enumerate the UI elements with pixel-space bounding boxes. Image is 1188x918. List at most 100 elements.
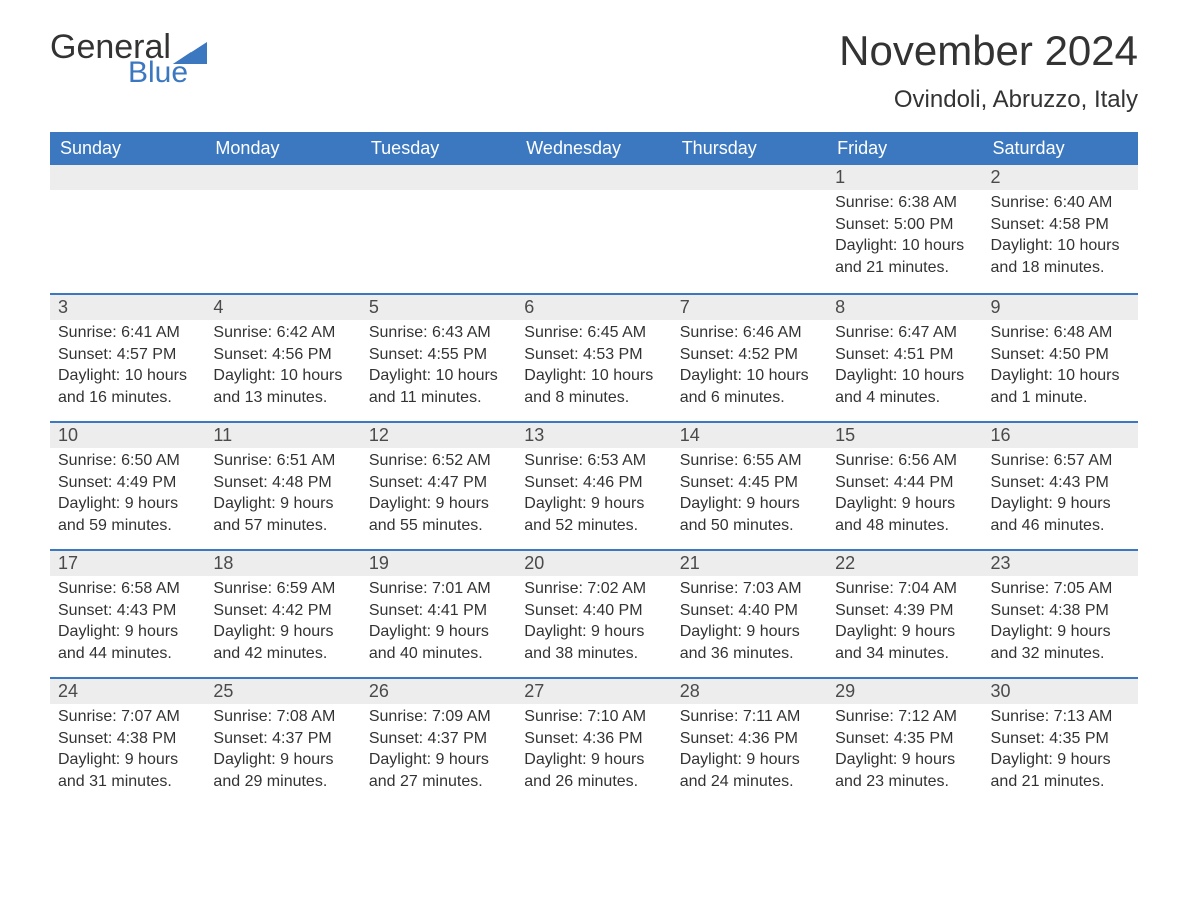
sunrise-line: Sunrise: 6:56 AM <box>835 450 974 472</box>
sunrise-line: Sunrise: 6:47 AM <box>835 322 974 344</box>
empty-day-bar <box>361 165 516 190</box>
calendar-empty-cell <box>516 165 671 293</box>
daylight-line: Daylight: 9 hours and 26 minutes. <box>524 749 663 792</box>
day-number: 27 <box>516 677 671 704</box>
day-number: 11 <box>205 421 360 448</box>
calendar-empty-cell <box>672 165 827 293</box>
sunset-line: Sunset: 4:35 PM <box>991 728 1130 750</box>
day-number: 15 <box>827 421 982 448</box>
daylight-line: Daylight: 10 hours and 16 minutes. <box>58 365 197 408</box>
daylight-line: Daylight: 9 hours and 21 minutes. <box>991 749 1130 792</box>
sunset-line: Sunset: 4:45 PM <box>680 472 819 494</box>
calendar-day-cell: 11Sunrise: 6:51 AMSunset: 4:48 PMDayligh… <box>205 421 360 549</box>
daylight-line: Daylight: 10 hours and 18 minutes. <box>991 235 1130 278</box>
page-header: General Blue November 2024 Ovindoli, Abr… <box>50 30 1138 114</box>
sunrise-line: Sunrise: 7:05 AM <box>991 578 1130 600</box>
day-details: Sunrise: 7:11 AMSunset: 4:36 PMDaylight:… <box>672 704 827 798</box>
daylight-line: Daylight: 9 hours and 42 minutes. <box>213 621 352 664</box>
sunrise-line: Sunrise: 6:48 AM <box>991 322 1130 344</box>
sunset-line: Sunset: 4:36 PM <box>680 728 819 750</box>
empty-day-bar <box>205 165 360 190</box>
calendar-body: 1Sunrise: 6:38 AMSunset: 5:00 PMDaylight… <box>50 165 1138 805</box>
calendar-day-cell: 7Sunrise: 6:46 AMSunset: 4:52 PMDaylight… <box>672 293 827 421</box>
day-details: Sunrise: 7:05 AMSunset: 4:38 PMDaylight:… <box>983 576 1138 670</box>
day-number: 9 <box>983 293 1138 320</box>
calendar-empty-cell <box>361 165 516 293</box>
day-details: Sunrise: 7:10 AMSunset: 4:36 PMDaylight:… <box>516 704 671 798</box>
sunrise-line: Sunrise: 6:43 AM <box>369 322 508 344</box>
day-number: 21 <box>672 549 827 576</box>
calendar-empty-cell <box>50 165 205 293</box>
day-details: Sunrise: 6:46 AMSunset: 4:52 PMDaylight:… <box>672 320 827 414</box>
day-details: Sunrise: 7:03 AMSunset: 4:40 PMDaylight:… <box>672 576 827 670</box>
daylight-line: Daylight: 10 hours and 8 minutes. <box>524 365 663 408</box>
calendar-day-cell: 23Sunrise: 7:05 AMSunset: 4:38 PMDayligh… <box>983 549 1138 677</box>
daylight-line: Daylight: 9 hours and 55 minutes. <box>369 493 508 536</box>
calendar-day-cell: 16Sunrise: 6:57 AMSunset: 4:43 PMDayligh… <box>983 421 1138 549</box>
sunrise-line: Sunrise: 6:58 AM <box>58 578 197 600</box>
day-details: Sunrise: 6:52 AMSunset: 4:47 PMDaylight:… <box>361 448 516 542</box>
calendar-day-cell: 24Sunrise: 7:07 AMSunset: 4:38 PMDayligh… <box>50 677 205 805</box>
day-number: 1 <box>827 165 982 190</box>
sunrise-line: Sunrise: 6:51 AM <box>213 450 352 472</box>
calendar-day-cell: 4Sunrise: 6:42 AMSunset: 4:56 PMDaylight… <box>205 293 360 421</box>
sunset-line: Sunset: 4:42 PM <box>213 600 352 622</box>
calendar-week-row: 10Sunrise: 6:50 AMSunset: 4:49 PMDayligh… <box>50 421 1138 549</box>
sunset-line: Sunset: 4:53 PM <box>524 344 663 366</box>
calendar-day-cell: 29Sunrise: 7:12 AMSunset: 4:35 PMDayligh… <box>827 677 982 805</box>
day-number: 8 <box>827 293 982 320</box>
sunrise-line: Sunrise: 7:03 AM <box>680 578 819 600</box>
daylight-line: Daylight: 9 hours and 38 minutes. <box>524 621 663 664</box>
calendar-day-cell: 22Sunrise: 7:04 AMSunset: 4:39 PMDayligh… <box>827 549 982 677</box>
day-details: Sunrise: 7:02 AMSunset: 4:40 PMDaylight:… <box>516 576 671 670</box>
day-details: Sunrise: 7:13 AMSunset: 4:35 PMDaylight:… <box>983 704 1138 798</box>
day-details: Sunrise: 6:50 AMSunset: 4:49 PMDaylight:… <box>50 448 205 542</box>
logo: General Blue <box>50 30 207 88</box>
day-details: Sunrise: 7:04 AMSunset: 4:39 PMDaylight:… <box>827 576 982 670</box>
calendar-empty-cell <box>205 165 360 293</box>
sunrise-line: Sunrise: 7:13 AM <box>991 706 1130 728</box>
calendar-day-cell: 12Sunrise: 6:52 AMSunset: 4:47 PMDayligh… <box>361 421 516 549</box>
day-number: 3 <box>50 293 205 320</box>
sunset-line: Sunset: 4:43 PM <box>991 472 1130 494</box>
sunrise-line: Sunrise: 6:59 AM <box>213 578 352 600</box>
daylight-line: Daylight: 10 hours and 21 minutes. <box>835 235 974 278</box>
month-title: November 2024 <box>839 30 1138 72</box>
sunset-line: Sunset: 4:35 PM <box>835 728 974 750</box>
calendar-day-cell: 30Sunrise: 7:13 AMSunset: 4:35 PMDayligh… <box>983 677 1138 805</box>
day-details: Sunrise: 6:59 AMSunset: 4:42 PMDaylight:… <box>205 576 360 670</box>
daylight-line: Daylight: 9 hours and 36 minutes. <box>680 621 819 664</box>
sunrise-line: Sunrise: 7:12 AM <box>835 706 974 728</box>
sunset-line: Sunset: 4:43 PM <box>58 600 197 622</box>
weekday-header: Saturday <box>983 132 1138 165</box>
calendar-day-cell: 28Sunrise: 7:11 AMSunset: 4:36 PMDayligh… <box>672 677 827 805</box>
weekday-header: Sunday <box>50 132 205 165</box>
day-number: 4 <box>205 293 360 320</box>
calendar-day-cell: 20Sunrise: 7:02 AMSunset: 4:40 PMDayligh… <box>516 549 671 677</box>
daylight-line: Daylight: 9 hours and 23 minutes. <box>835 749 974 792</box>
empty-day-bar <box>672 165 827 190</box>
daylight-line: Daylight: 9 hours and 24 minutes. <box>680 749 819 792</box>
calendar-day-cell: 13Sunrise: 6:53 AMSunset: 4:46 PMDayligh… <box>516 421 671 549</box>
calendar-day-cell: 8Sunrise: 6:47 AMSunset: 4:51 PMDaylight… <box>827 293 982 421</box>
logo-word-blue: Blue <box>128 58 207 88</box>
daylight-line: Daylight: 9 hours and 48 minutes. <box>835 493 974 536</box>
day-details: Sunrise: 6:53 AMSunset: 4:46 PMDaylight:… <box>516 448 671 542</box>
day-number: 18 <box>205 549 360 576</box>
day-number: 5 <box>361 293 516 320</box>
day-number: 28 <box>672 677 827 704</box>
sunrise-line: Sunrise: 7:01 AM <box>369 578 508 600</box>
sunrise-line: Sunrise: 6:52 AM <box>369 450 508 472</box>
daylight-line: Daylight: 10 hours and 11 minutes. <box>369 365 508 408</box>
calendar-day-cell: 9Sunrise: 6:48 AMSunset: 4:50 PMDaylight… <box>983 293 1138 421</box>
sunset-line: Sunset: 4:58 PM <box>991 214 1130 236</box>
day-details: Sunrise: 6:58 AMSunset: 4:43 PMDaylight:… <box>50 576 205 670</box>
sunset-line: Sunset: 4:38 PM <box>58 728 197 750</box>
day-number: 2 <box>983 165 1138 190</box>
day-details: Sunrise: 6:45 AMSunset: 4:53 PMDaylight:… <box>516 320 671 414</box>
day-number: 26 <box>361 677 516 704</box>
calendar-day-cell: 3Sunrise: 6:41 AMSunset: 4:57 PMDaylight… <box>50 293 205 421</box>
weekday-header: Tuesday <box>361 132 516 165</box>
sunset-line: Sunset: 4:39 PM <box>835 600 974 622</box>
day-details: Sunrise: 6:51 AMSunset: 4:48 PMDaylight:… <box>205 448 360 542</box>
